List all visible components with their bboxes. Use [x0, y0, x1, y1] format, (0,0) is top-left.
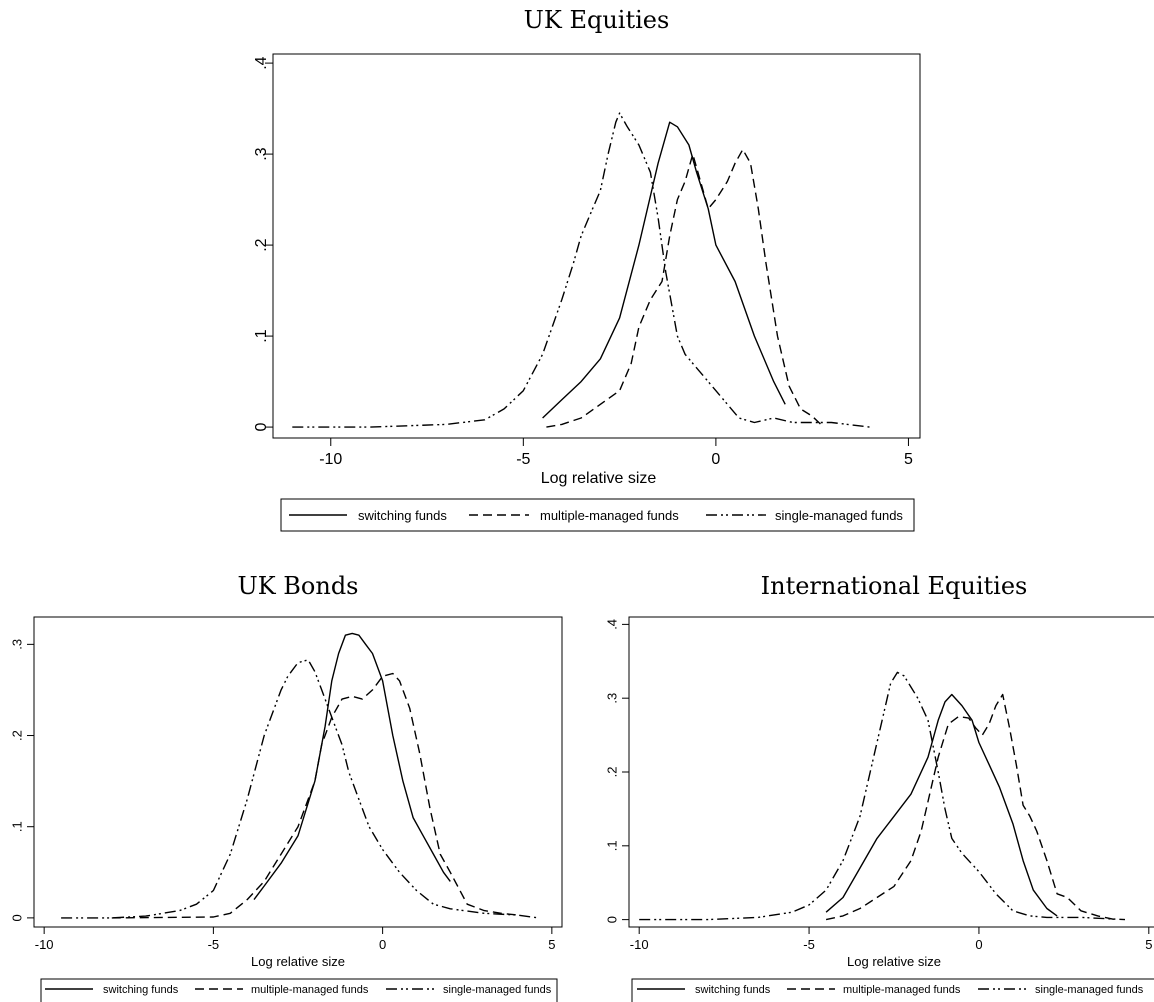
legend-label-multiple-managed-funds: multiple-managed funds — [251, 984, 369, 996]
plot-frame — [272, 53, 921, 439]
x-tick-label: 5 — [904, 451, 913, 468]
chart-international-equities: International Equities 0 .1 .2 .3 .4 -10 -5 0 5 Lo… — [604, 572, 1154, 1002]
x-tick-label: -5 — [803, 937, 815, 952]
y-tick-label: 0 — [604, 916, 619, 923]
chart-title: UK Bonds — [237, 572, 358, 600]
y-tick-label: .4 — [604, 619, 619, 630]
x-tick-label: 0 — [711, 451, 720, 468]
chart-legend: switching funds multiple-managed funds sin… — [40, 978, 558, 1002]
chart-legend: switching funds multiple-managed funds sin… — [280, 498, 915, 532]
y-tick-label: .1 — [9, 821, 24, 832]
plot-frame — [628, 616, 1154, 928]
plot-frame — [33, 616, 563, 928]
x-tick-label: 5 — [1145, 937, 1152, 952]
legend-label-switching-funds: switching funds — [358, 508, 447, 523]
x-axis-label: Log relative size — [847, 954, 941, 969]
series-line-multiple-managed-funds — [825, 693, 1115, 921]
legend-label-switching-funds: switching funds — [695, 984, 771, 996]
x-tick-label: -10 — [630, 937, 649, 952]
y-tick-label: .2 — [9, 730, 24, 741]
y-tick-label: 0 — [253, 423, 270, 432]
legend-box — [631, 978, 1154, 1002]
x-tick-label: 0 — [975, 937, 982, 952]
series-line-multiple-managed-funds — [546, 148, 825, 428]
legend-label-multiple-managed-funds: multiple-managed funds — [843, 984, 961, 996]
y-tick-label: .4 — [253, 56, 270, 69]
x-tick-label: -10 — [35, 937, 54, 952]
chart-title: International Equities — [761, 572, 1028, 600]
legend-label-single-managed-funds: single-managed funds — [775, 508, 903, 523]
legend-label-single-managed-funds: single-managed funds — [1035, 984, 1144, 996]
y-tick-label: 0 — [9, 914, 24, 921]
series-line-multiple-managed-funds — [111, 672, 519, 919]
x-axis-label: Log relative size — [541, 470, 657, 487]
chart-legend: switching funds multiple-managed funds sin… — [631, 978, 1154, 1002]
legend-box — [280, 498, 915, 532]
chart-uk-equities: UK Equities 0 .1 .2 .3 .4 -10 -5 0 5 Log relative … — [253, 6, 921, 532]
legend-label-switching-funds: switching funds — [103, 984, 179, 996]
y-tick-label: .3 — [9, 639, 24, 650]
y-tick-label: .1 — [604, 840, 619, 851]
x-tick-label: 5 — [548, 937, 555, 952]
x-tick-label: -5 — [208, 937, 220, 952]
legend-box — [40, 978, 558, 1002]
chart-uk-bonds: UK Bonds 0 .1 .2 .3 -10 -5 0 5 Log relative size s… — [9, 572, 563, 1002]
y-tick-label: .2 — [604, 767, 619, 778]
x-tick-label: -5 — [516, 451, 530, 468]
series-line-switching-funds — [253, 632, 451, 901]
legend-label-multiple-managed-funds: multiple-managed funds — [540, 508, 679, 523]
x-tick-label: 0 — [379, 937, 386, 952]
chart-title: UK Equities — [524, 6, 670, 34]
series-line-single-managed-funds — [292, 112, 870, 428]
series-line-single-managed-funds — [639, 671, 1126, 921]
y-tick-label: .1 — [253, 329, 270, 342]
y-tick-label: .3 — [253, 147, 270, 160]
x-axis-label: Log relative size — [251, 954, 345, 969]
y-tick-label: .3 — [604, 693, 619, 704]
x-tick-label: -10 — [319, 451, 342, 468]
series-line-single-managed-funds — [61, 659, 539, 919]
legend-label-single-managed-funds: single-managed funds — [443, 984, 552, 996]
series-line-switching-funds — [825, 693, 1058, 917]
y-tick-label: .2 — [253, 238, 270, 251]
series-line-switching-funds — [542, 121, 786, 419]
